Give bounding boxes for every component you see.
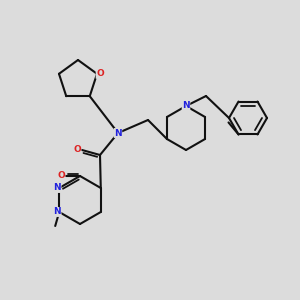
Text: O: O <box>57 172 65 181</box>
Text: O: O <box>73 146 81 154</box>
Text: N: N <box>53 184 61 193</box>
Text: N: N <box>182 101 190 110</box>
Text: N: N <box>53 208 61 217</box>
Text: N: N <box>114 128 122 137</box>
Text: O: O <box>96 69 104 78</box>
